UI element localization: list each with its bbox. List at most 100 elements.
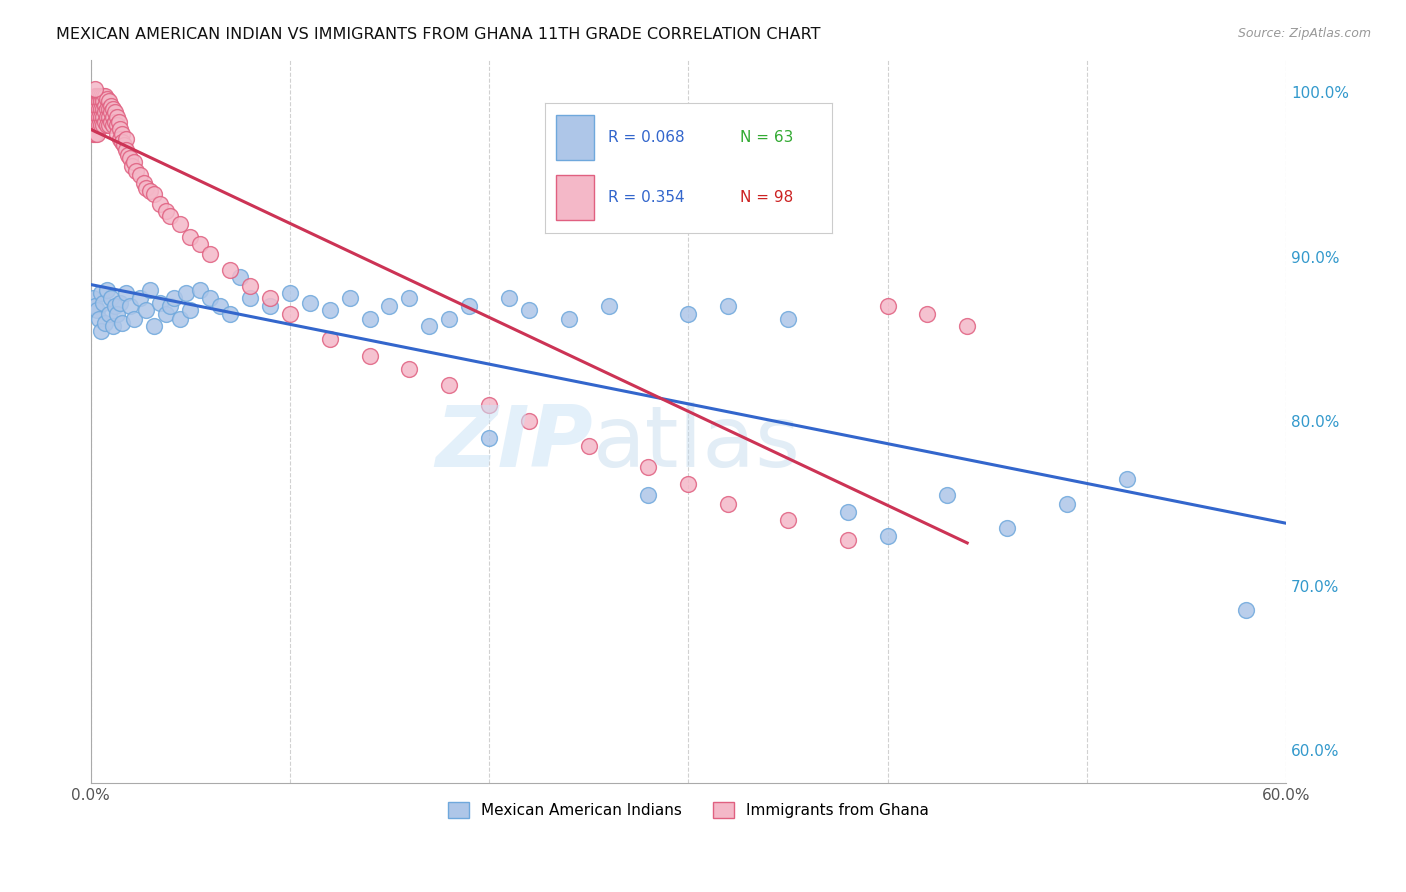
Point: [129, 168, 152, 182]
Point: [155, 308, 177, 322]
Point: [82, 110, 104, 124]
Point: [86, 302, 108, 317]
Point: [129, 291, 152, 305]
Point: [105, 308, 128, 322]
Point: [97, 110, 120, 124]
Point: [159, 209, 181, 223]
Point: [117, 148, 139, 162]
Point: [82, 291, 104, 305]
Point: [83, 299, 105, 313]
Point: [359, 349, 381, 363]
Point: [163, 291, 186, 305]
Point: [115, 286, 138, 301]
Text: MEXICAN AMERICAN INDIAN VS IMMIGRANTS FROM GHANA 11TH GRADE CORRELATION CHART: MEXICAN AMERICAN INDIAN VS IMMIGRANTS FR…: [56, 27, 821, 42]
Point: [93, 88, 115, 103]
Point: [339, 291, 361, 305]
Point: [139, 283, 162, 297]
Point: [91, 296, 114, 310]
Point: [135, 181, 157, 195]
Legend: Mexican American Indians, Immigrants from Ghana: Mexican American Indians, Immigrants fro…: [440, 795, 936, 826]
Point: [498, 291, 520, 305]
Point: [143, 318, 166, 333]
Point: [111, 316, 134, 330]
Point: [478, 431, 501, 445]
Point: [124, 154, 146, 169]
Point: [83, 102, 105, 116]
Point: [876, 529, 898, 543]
Point: [139, 184, 162, 198]
Point: [87, 94, 110, 108]
Point: [110, 296, 132, 310]
Point: [318, 332, 340, 346]
Text: atlas: atlas: [593, 401, 800, 484]
Point: [115, 131, 138, 145]
Point: [917, 308, 939, 322]
Point: [598, 299, 620, 313]
Point: [83, 119, 105, 133]
Point: [837, 533, 859, 547]
Point: [103, 115, 125, 129]
Point: [90, 110, 112, 124]
Point: [219, 308, 242, 322]
Point: [149, 197, 172, 211]
Point: [229, 269, 252, 284]
Point: [398, 361, 420, 376]
Point: [956, 318, 979, 333]
Point: [239, 291, 262, 305]
Point: [105, 119, 128, 133]
Point: [91, 110, 114, 124]
Point: [100, 115, 122, 129]
Point: [87, 312, 110, 326]
Point: [776, 312, 799, 326]
Point: [83, 127, 105, 141]
Point: [91, 94, 114, 108]
Point: [100, 98, 122, 112]
Point: [103, 105, 125, 120]
Point: [87, 88, 110, 103]
Point: [174, 286, 197, 301]
Point: [120, 151, 142, 165]
Point: [637, 488, 659, 502]
Point: [90, 119, 112, 133]
Point: [97, 94, 120, 108]
Point: [578, 439, 600, 453]
Point: [1234, 603, 1257, 617]
Point: [101, 110, 124, 124]
Point: [517, 302, 540, 317]
Point: [936, 488, 959, 502]
Point: [278, 308, 301, 322]
Point: [101, 119, 124, 133]
Point: [83, 82, 105, 96]
Point: [259, 299, 281, 313]
Point: [100, 291, 122, 305]
Point: [418, 318, 440, 333]
Point: [198, 291, 221, 305]
Point: [179, 302, 201, 317]
Point: [83, 88, 105, 103]
Point: [1115, 472, 1137, 486]
Point: [678, 308, 700, 322]
Point: [111, 135, 134, 149]
Point: [517, 414, 540, 428]
Point: [110, 131, 132, 145]
Point: [90, 94, 112, 108]
Point: [83, 110, 105, 124]
Point: [209, 299, 232, 313]
Point: [110, 121, 132, 136]
Point: [159, 299, 181, 313]
Point: [125, 164, 148, 178]
Point: [298, 296, 321, 310]
Point: [86, 119, 108, 133]
Point: [219, 263, 242, 277]
Point: [100, 105, 122, 120]
Point: [558, 312, 581, 326]
Point: [90, 102, 112, 116]
Point: [188, 283, 211, 297]
Point: [398, 291, 420, 305]
Point: [96, 110, 118, 124]
Point: [97, 102, 120, 116]
Point: [91, 119, 114, 133]
Point: [101, 318, 124, 333]
Point: [717, 299, 740, 313]
Point: [103, 299, 125, 313]
